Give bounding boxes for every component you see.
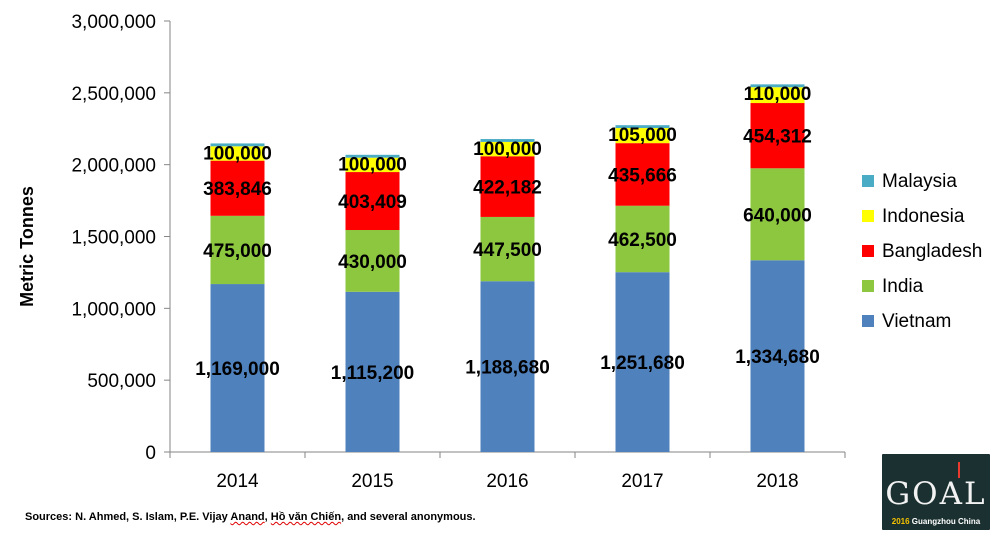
source-note: Sources: N. Ahmed, S. Islam, P.E. Vijay … xyxy=(25,511,476,523)
logo-country: China xyxy=(958,517,981,526)
data-label-vietnam-2017: 1,251,680 xyxy=(600,353,685,374)
data-label-indonesia-2017: 105,000 xyxy=(608,125,677,146)
bar-vietnam-2015 xyxy=(345,291,400,452)
data-label-bangladesh-2017: 435,666 xyxy=(608,165,677,186)
data-label-bangladesh-2018: 454,312 xyxy=(743,127,812,148)
x-tick-label: 2016 xyxy=(486,471,528,492)
canton-tower-icon xyxy=(958,462,960,478)
bar-india-2017 xyxy=(615,205,670,273)
data-label-indonesia-2018: 110,000 xyxy=(744,84,812,105)
data-label-bangladesh-2014: 383,846 xyxy=(203,179,272,200)
data-label-vietnam-2018: 1,334,680 xyxy=(735,347,820,368)
y-tick-label: 2,500,000 xyxy=(71,84,156,105)
data-label-india-2017: 462,500 xyxy=(608,230,677,251)
data-label-india-2014: 475,000 xyxy=(203,241,272,262)
data-label-vietnam-2014: 1,169,000 xyxy=(195,359,280,380)
legend-label-vietnam: Vietnam xyxy=(882,311,951,332)
bar-malaysia-2017 xyxy=(615,125,670,129)
bar-malaysia-2015 xyxy=(345,154,400,158)
data-label-indonesia-2016: 100,000 xyxy=(473,139,542,160)
x-tick-label: 2014 xyxy=(216,471,259,492)
bar-india-2016 xyxy=(480,216,535,282)
y-tick-label: 0 xyxy=(145,443,156,464)
legend-swatch-bangladesh xyxy=(862,245,874,257)
bar-indonesia-2015 xyxy=(345,157,400,173)
bar-malaysia-2016 xyxy=(480,139,535,142)
bar-indonesia-2018 xyxy=(750,87,805,104)
goal-logo: GOAL 2016 Guangzhou China xyxy=(882,454,990,530)
legend-label-india: India xyxy=(882,276,924,297)
y-tick-label: 500,000 xyxy=(87,371,156,392)
legend-swatch-vietnam xyxy=(862,315,874,327)
bar-vietnam-2018 xyxy=(750,260,805,452)
data-label-indonesia-2015: 100,000 xyxy=(338,155,407,176)
bar-india-2018 xyxy=(750,168,805,261)
bar-vietnam-2016 xyxy=(480,281,535,452)
source-separator: , xyxy=(264,511,271,523)
legend-label-indonesia: Indonesia xyxy=(882,206,965,227)
bar-bangladesh-2016 xyxy=(480,156,535,217)
logo-city: Guangzhou xyxy=(911,517,956,526)
y-tick-label: 1,000,000 xyxy=(71,299,156,320)
bar-bangladesh-2018 xyxy=(750,103,805,169)
bar-india-2015 xyxy=(345,230,400,292)
source-name-anand: Anand xyxy=(230,511,265,523)
bar-india-2014 xyxy=(210,215,265,285)
data-label-bangladesh-2015: 403,409 xyxy=(338,192,407,213)
bar-indonesia-2014 xyxy=(210,146,265,161)
logo-subtitle: 2016 Guangzhou China xyxy=(882,517,990,526)
bar-bangladesh-2015 xyxy=(345,172,400,231)
bar-indonesia-2017 xyxy=(615,128,670,144)
source-suffix: , and several anonymous. xyxy=(341,511,476,523)
y-tick-label: 2,000,000 xyxy=(71,156,156,177)
legend-swatch-india xyxy=(862,280,874,292)
bar-malaysia-2018 xyxy=(750,84,805,88)
x-tick-label: 2015 xyxy=(351,471,393,492)
x-tick-label: 2017 xyxy=(621,471,663,492)
source-prefix: Sources: N. Ahmed, S. Islam, P.E. Vijay xyxy=(25,511,231,523)
data-label-india-2016: 447,500 xyxy=(473,240,542,261)
y-axis-title: Metric Tonnes xyxy=(17,186,37,307)
legend-swatch-indonesia xyxy=(862,210,874,222)
bar-malaysia-2014 xyxy=(210,143,265,147)
x-tick-label: 2018 xyxy=(756,471,798,492)
y-tick-label: 3,000,000 xyxy=(71,12,156,33)
legend-label-malaysia: Malaysia xyxy=(882,171,957,192)
source-name-chien: Hồ văn Chiến xyxy=(270,511,342,523)
logo-year: 2016 xyxy=(891,517,910,526)
bar-bangladesh-2017 xyxy=(615,143,670,206)
data-label-indonesia-2014: 100,000 xyxy=(203,143,272,164)
bar-vietnam-2017 xyxy=(615,272,670,452)
bar-vietnam-2014 xyxy=(210,284,265,452)
bar-bangladesh-2014 xyxy=(210,160,265,216)
legend-label-bangladesh: Bangladesh xyxy=(882,241,982,262)
data-label-vietnam-2015: 1,115,200 xyxy=(331,363,414,384)
bar-indonesia-2016 xyxy=(480,141,535,157)
data-label-bangladesh-2016: 422,182 xyxy=(473,178,542,199)
y-tick-label: 1,500,000 xyxy=(71,228,156,249)
data-label-india-2015: 430,000 xyxy=(338,252,407,273)
data-label-india-2018: 640,000 xyxy=(743,205,812,226)
legend-swatch-malaysia xyxy=(862,175,874,187)
data-label-vietnam-2016: 1,188,680 xyxy=(465,358,550,379)
logo-title: GOAL xyxy=(885,476,987,512)
